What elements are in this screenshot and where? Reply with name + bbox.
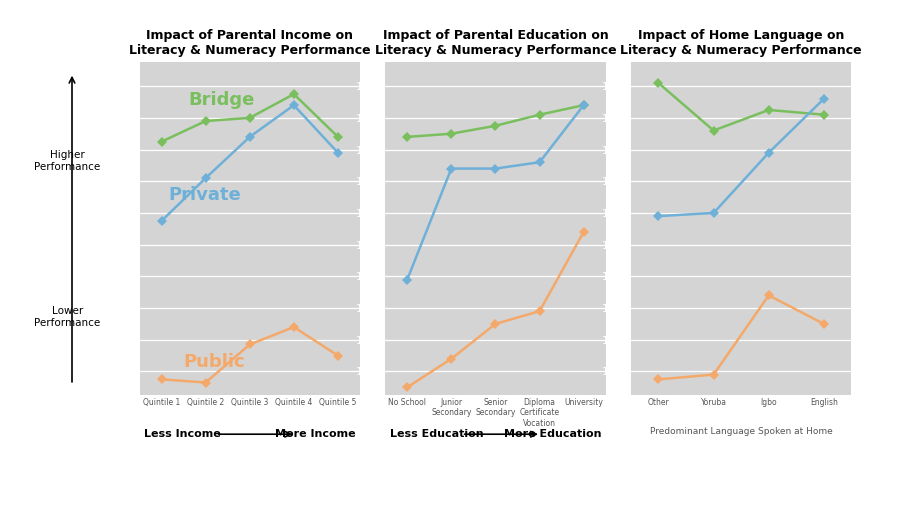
Text: Predominant Language Spoken at Home: Predominant Language Spoken at Home <box>650 427 832 436</box>
Text: Bridge: Bridge <box>188 91 255 109</box>
Text: Public: Public <box>184 353 245 371</box>
Title: Impact of Home Language on
Literacy & Numeracy Performance: Impact of Home Language on Literacy & Nu… <box>620 29 862 57</box>
Text: Private: Private <box>168 186 241 204</box>
Text: More Education: More Education <box>504 429 601 439</box>
Title: Impact of Parental Income on
Literacy & Numeracy Performance: Impact of Parental Income on Literacy & … <box>129 29 371 57</box>
Title: Impact of Parental Education on
Literacy & Numeracy Performance: Impact of Parental Education on Literacy… <box>374 29 616 57</box>
Text: Higher
Performance: Higher Performance <box>34 150 101 172</box>
Text: Less Income: Less Income <box>144 429 220 439</box>
Text: Lower
Performance: Lower Performance <box>34 306 101 328</box>
Text: Less Education: Less Education <box>390 429 483 439</box>
Text: More Income: More Income <box>274 429 356 439</box>
